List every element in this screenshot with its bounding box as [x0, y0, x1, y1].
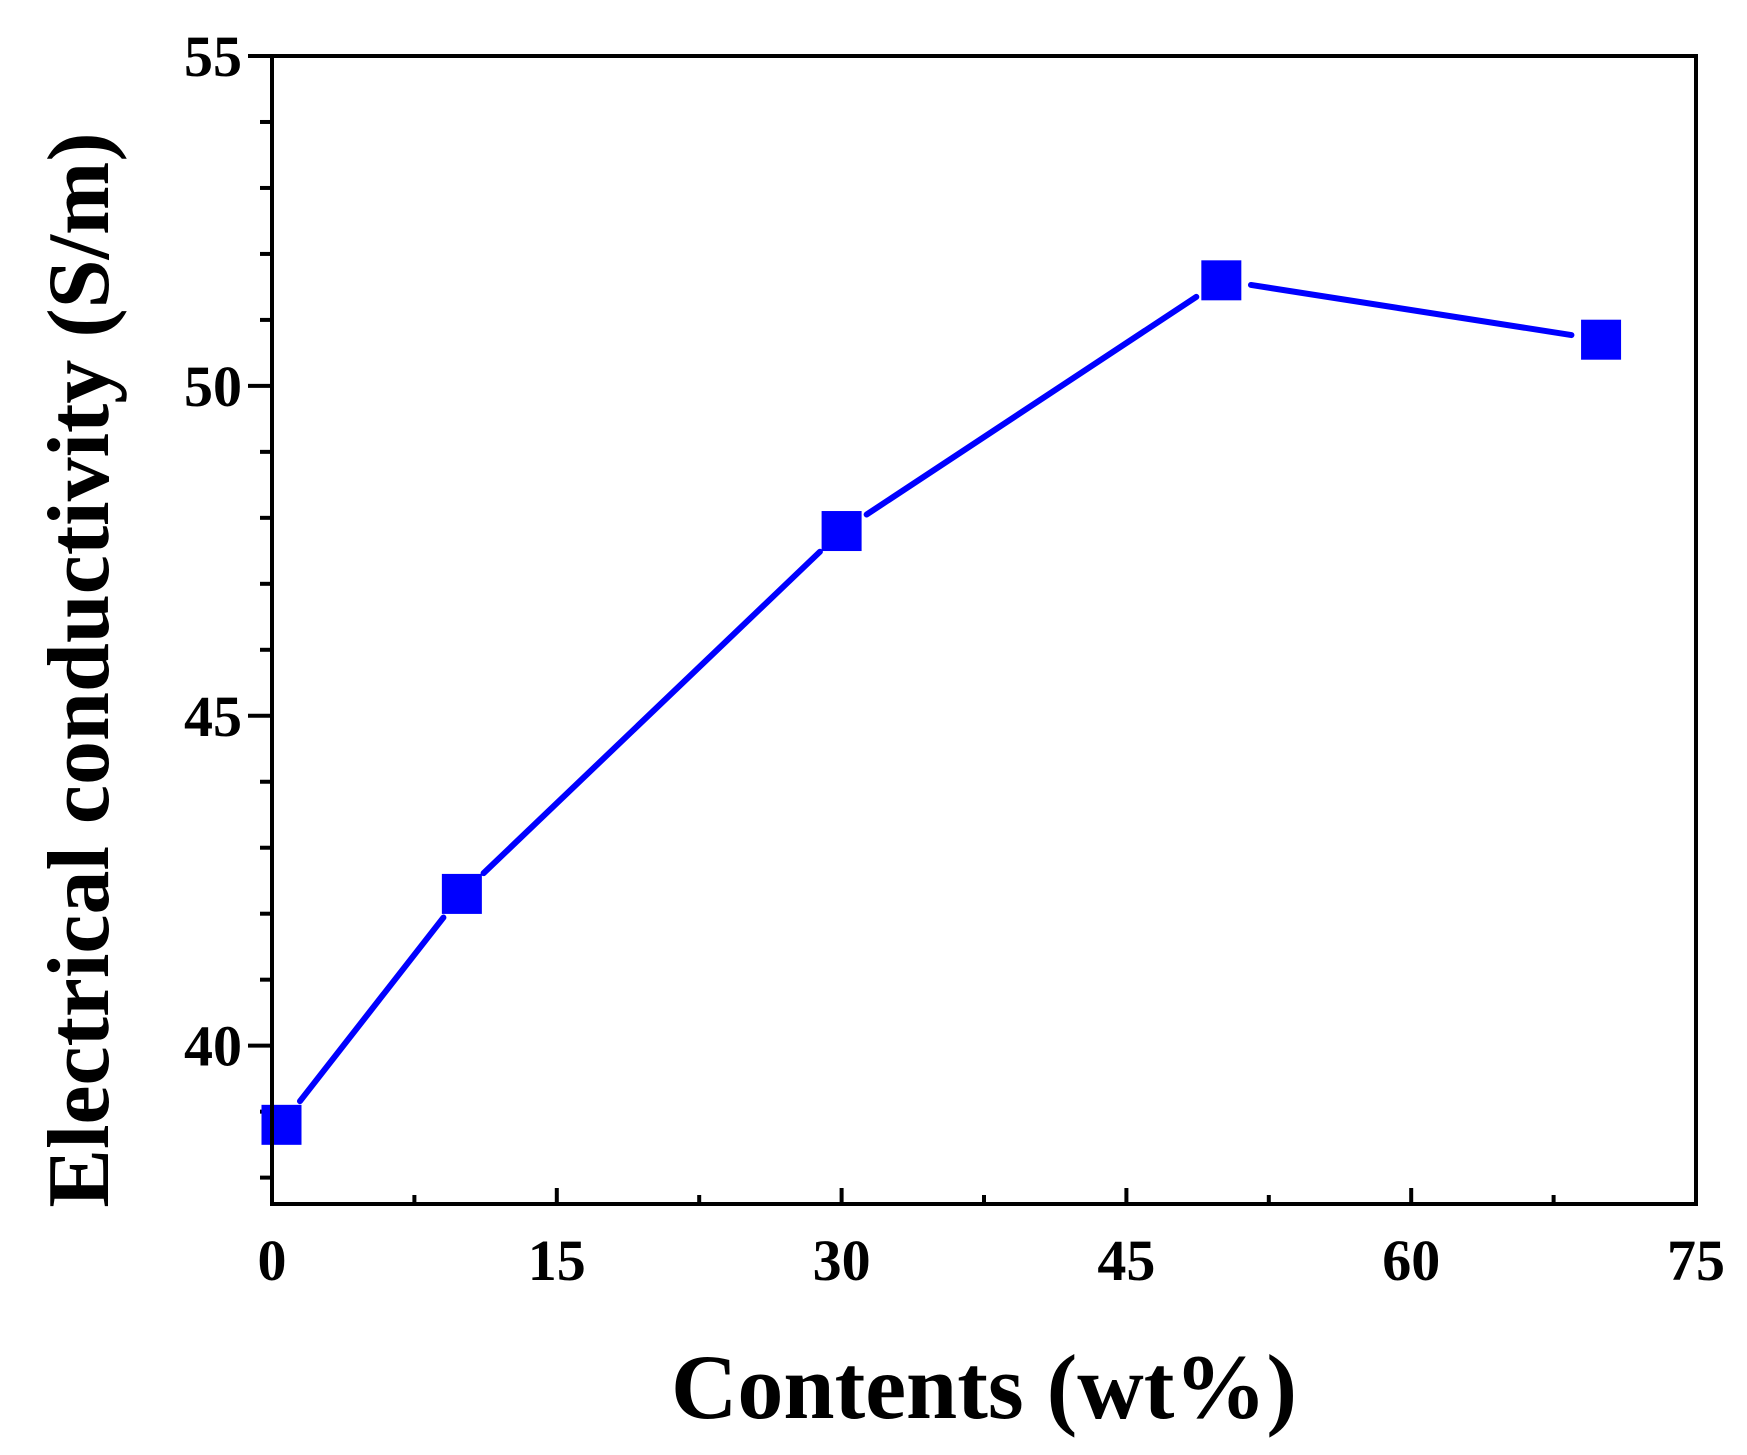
y-tick-label: 40 — [184, 1014, 242, 1079]
x-tick-label: 15 — [528, 1228, 586, 1293]
x-tick-label: 75 — [1667, 1228, 1725, 1293]
y-tick-label: 55 — [184, 24, 242, 89]
data-point-marker — [1581, 319, 1622, 360]
y-tick-label: 45 — [184, 684, 242, 749]
data-point-marker — [821, 511, 862, 552]
y-tick-label: 50 — [184, 354, 242, 419]
x-tick-label: 45 — [1097, 1228, 1155, 1293]
x-tick-label: 60 — [1382, 1228, 1440, 1293]
x-axis-title: Contents (wt%) — [671, 1336, 1297, 1438]
axis-ticks — [248, 54, 1698, 1204]
series-line-segment — [1247, 281, 1575, 339]
data-point-marker — [441, 873, 482, 914]
series-line-segment — [863, 293, 1200, 518]
x-tick-label: 30 — [813, 1228, 871, 1293]
series-line-segment — [296, 914, 447, 1105]
data-point-marker — [1201, 260, 1242, 301]
plot-frame — [270, 54, 1698, 1206]
tick-labels: 0 15 30 45 60 75 40 45 50 55 — [184, 24, 1725, 1293]
data-point-marker — [261, 1104, 302, 1145]
x-tick-label: 0 — [258, 1228, 287, 1293]
series-layer — [261, 260, 1622, 1145]
y-axis-title: Electrical conductivity (S/m) — [31, 132, 128, 1207]
series-line-segment — [480, 548, 823, 877]
